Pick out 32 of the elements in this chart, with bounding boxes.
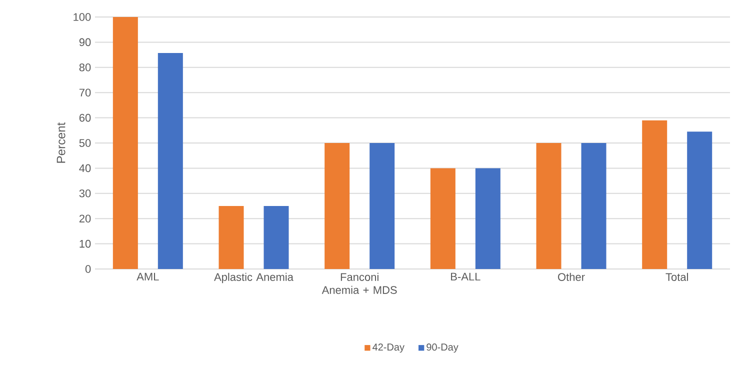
y-tick-label: 80: [79, 63, 91, 72]
x-tick-label: Fanconi Anemia + MDS: [322, 272, 397, 294]
y-tick-label: 50: [79, 139, 91, 147]
bar: [218, 206, 244, 269]
bar: [430, 168, 456, 269]
bar: [581, 143, 606, 269]
y-tick-label: 100: [74, 13, 91, 21]
x-tick-label: B-ALL: [451, 272, 480, 280]
x-tick-label: AML: [136, 272, 159, 280]
bar: [324, 143, 350, 269]
bar: [370, 143, 395, 269]
bar: [264, 206, 289, 269]
x-tick-label: Other: [558, 272, 585, 281]
y-tick-label: 40: [79, 164, 91, 172]
y-tick-label: 30: [79, 190, 91, 198]
legend-label: 90-Day: [426, 344, 458, 353]
y-tick-label: 20: [79, 214, 91, 222]
bar: [158, 53, 183, 269]
bar: [687, 132, 712, 269]
bar: [536, 143, 562, 269]
x-tick-label: Aplastic Anemia: [214, 272, 294, 284]
y-tick-label: 60: [79, 114, 91, 122]
legend-label: 42-Day: [372, 344, 404, 353]
y-tick-label: 90: [79, 38, 91, 46]
y-axis-title: Percent: [56, 122, 66, 163]
x-tick-label: Total: [666, 272, 688, 281]
bar: [642, 120, 668, 269]
y-tick-label: 0: [85, 265, 91, 273]
bar: [112, 16, 138, 269]
y-tick-label: 10: [80, 240, 91, 248]
bar: [475, 168, 500, 269]
y-tick-label: 70: [79, 88, 91, 96]
